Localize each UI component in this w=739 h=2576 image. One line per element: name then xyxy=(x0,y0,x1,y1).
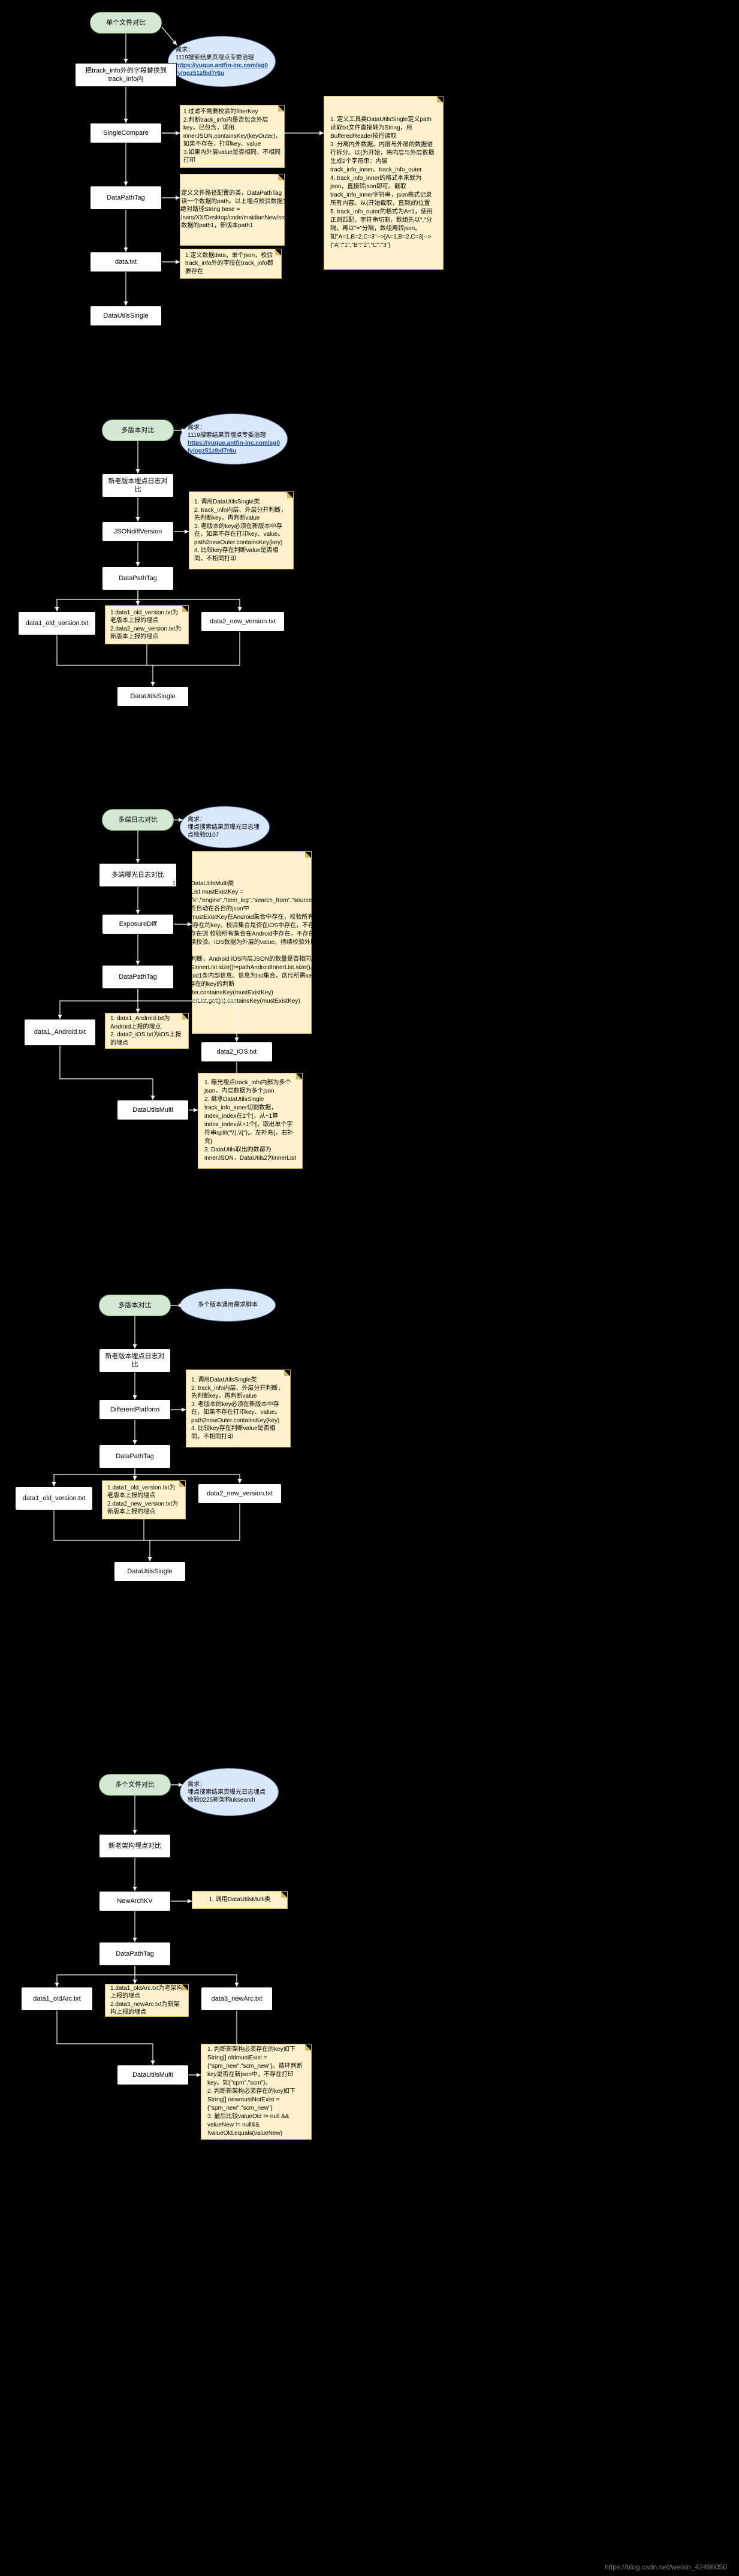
s5-arc: NewArchKV xyxy=(99,1891,171,1911)
s4-new: data2_new_version.txt xyxy=(198,1483,282,1504)
s2-bubble-text: 需求：1119搜索结果页埋点专委治理 xyxy=(188,424,266,439)
s3-note-bottom: 1. 曝光埋点track_info内部为多个json，内层数据为多个json2.… xyxy=(198,1073,303,1169)
s5-bubble: 需求：埋点搜索结果页曝光日志埋点检验0225新架构uksearch xyxy=(180,1768,279,1816)
s2-note-diff: 1. 调用DataUtilsSingle类2. track_info内层、外层分… xyxy=(189,491,294,569)
s2-new: data2_new_version.txt xyxy=(201,611,285,632)
s1-bubble-link[interactable]: https://yuque.antfin-inc.com/sg0fy/ogz51… xyxy=(176,62,268,77)
s1-title: 单个文件对比 xyxy=(90,12,162,34)
s2-note-files: 1.data1_old_version.txt为老版本上报的埋点2.data2_… xyxy=(105,605,189,644)
s3-title: 多端日志对比 xyxy=(102,809,174,831)
s1-bubble: 需求：1119搜索结果页埋点专委治理 https://yuque.antfin-… xyxy=(168,36,276,87)
s2-bubble: 需求：1119搜索结果页埋点专委治理 https://yuque.antfin-… xyxy=(180,414,288,464)
s4-util: DataUtilsSingle xyxy=(114,1561,186,1582)
s4-title: 多版本对比 xyxy=(99,1295,171,1316)
s4-bubble: 多个版本通用需求脚本 xyxy=(180,1289,276,1322)
s3-exp: ExposureDiff xyxy=(102,914,174,934)
s4-dptag: DataPathTag xyxy=(99,1444,171,1468)
s3-note-files: 1. data1_Android.txt为Android上报的埋点2. data… xyxy=(105,1013,189,1049)
s1-singlecompare: SingleCompare xyxy=(90,123,162,143)
s2-util: DataUtilsSingle xyxy=(117,686,189,707)
s1-note-dptag: 1. 定义文件路径配置的类，DataPathTag2. 读一个数据的path。以… xyxy=(180,174,285,246)
s5-note-arc: 1. 调用DataUtilsMulti类 xyxy=(192,1891,288,1909)
s2-step1: 新老版本埋点日志对比 xyxy=(102,473,174,497)
s5-new: data3_newArc.txt xyxy=(201,1987,273,2011)
s1-dptag: DataPathTag xyxy=(90,186,162,210)
s1-note-single: 1.过滤不需要校验的filterKey2.判断track_info内是否包含外层… xyxy=(180,105,285,168)
s3-dptag: DataPathTag xyxy=(102,965,174,989)
s1-util: DataUtilsSingle xyxy=(90,306,162,326)
s5-bubble-text: 需求：埋点搜索结果页曝光日志埋点检验0225新架构uksearch xyxy=(188,1781,271,1804)
s4-diff: DifferentPlatform xyxy=(99,1399,171,1420)
diagram-canvas: 单个文件对比 需求：1119搜索结果页埋点专委治理 https://yuque.… xyxy=(0,0,739,2576)
s3-and: data1_Android.txt xyxy=(24,1019,96,1046)
s5-note-bottom: 1. 判断新架构必须存在的key如下 String[] oldmustExist… xyxy=(201,2044,312,2140)
s5-note-files: 1.data1_oldArc.txt为老架构上报的埋点2.data3_newAr… xyxy=(105,1984,189,2017)
s2-bubble-link[interactable]: https://yuque.antfin-inc.com/sg0fy/ogz51… xyxy=(188,440,280,454)
s1-note-side: 1. 定义工具类DataUtilsSingle定义path读取txt文件直接转为… xyxy=(324,96,444,270)
s2-dptag: DataPathTag xyxy=(102,566,174,590)
s5-step1: 新老架构埋点对比 xyxy=(99,1834,171,1858)
watermark: https://blog.csdn.net/weixin_42498050 xyxy=(605,2563,727,2571)
s5-title: 多个文件对比 xyxy=(99,1774,171,1796)
s1-bubble-text: 需求：1119搜索结果页埋点专委治理 xyxy=(176,47,254,61)
s4-bubble-text: 多个版本通用需求脚本 xyxy=(198,1301,258,1309)
s4-note-diff: 1. 调用DataUtilsSingle类2. track_info内层、外层分… xyxy=(186,1370,291,1447)
s2-title: 多版本对比 xyxy=(102,420,174,441)
s2-old: data1_old_version.txt xyxy=(18,611,96,635)
s5-util: DataUtilsMulti xyxy=(117,2065,189,2085)
s3-ios: data2_iOS.txt xyxy=(201,1042,273,1062)
s3-step1: 多端曝光日志对比 xyxy=(99,863,177,887)
s4-note-files: 1.data1_old_version.txt为老版本上报的埋点2.data2_… xyxy=(102,1480,186,1519)
s4-old: data1_old_version.txt xyxy=(15,1486,93,1510)
s1-data: data.txt xyxy=(90,252,162,272)
s3-bubble-text: 需求：埋点搜索结果页曝光日志埋点检验0107 xyxy=(188,816,262,839)
edges-layer xyxy=(0,0,739,2576)
s5-old: data1_oldArc.txt xyxy=(21,1987,93,2011)
s4-step1: 新老版本埋点日志对比 xyxy=(99,1349,171,1373)
s2-diff: JSONdiffVersion xyxy=(102,521,174,542)
s1-note-data: 1.定义数据data，单个json，校验track_info外的字段在track… xyxy=(180,249,282,279)
s3-bubble: 需求：埋点搜索结果页曝光日志埋点检验0107 xyxy=(180,806,270,848)
s3-note-top: 1. 调用DataUtilsMulti类2. 判断List mustExistK… xyxy=(192,851,312,1034)
s3-util: DataUtilsMulti xyxy=(117,1100,189,1120)
s1-step1: 把track_info外的字段替换到track_info内 xyxy=(75,63,177,87)
s5-dptag: DataPathTag xyxy=(99,1942,171,1966)
